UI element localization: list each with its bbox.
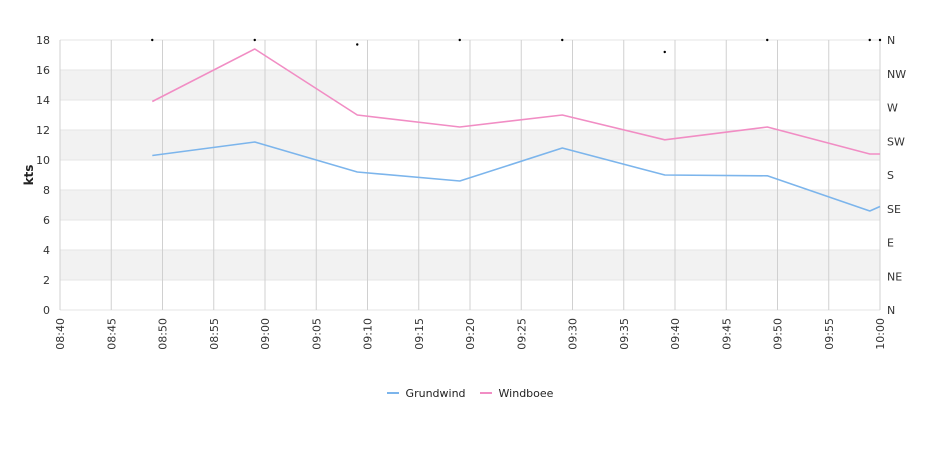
x-tick-label: 09:20 xyxy=(464,318,477,350)
direction-marker xyxy=(878,38,882,42)
x-tick-label: 09:30 xyxy=(567,318,580,350)
right-axis-label: NE xyxy=(887,270,902,283)
direction-marker xyxy=(766,38,769,42)
x-tick-label: 09:10 xyxy=(362,318,375,350)
direction-marker xyxy=(356,43,359,46)
direction-marker xyxy=(868,38,871,42)
x-tick-label: 08:45 xyxy=(105,318,118,350)
x-tick-label: 09:45 xyxy=(720,318,733,350)
y-tick-label: 2 xyxy=(43,274,50,287)
direction-markers xyxy=(151,38,882,54)
series-layer xyxy=(151,48,881,212)
series-line-windboee xyxy=(151,48,880,155)
x-tick-label: 08:55 xyxy=(208,318,221,350)
legend-item[interactable]: Grundwind xyxy=(386,386,466,400)
x-axis-ticks: 08:40 08:45 08:50 08:55 09:00 09:05 09:10 09:15… xyxy=(54,318,887,350)
right-axis-ticks: N NE E SE S SW W NW N xyxy=(887,34,906,317)
direction-marker xyxy=(458,38,461,42)
x-tick-label: 09:40 xyxy=(669,318,682,350)
y-tick-label: 16 xyxy=(36,64,50,77)
right-axis-label: NW xyxy=(887,68,906,81)
legend-label: Windboee xyxy=(498,386,554,400)
x-tick-label: 09:00 xyxy=(259,318,272,350)
y-tick-label: 6 xyxy=(43,214,50,227)
x-tick-label: 09:05 xyxy=(310,318,323,350)
y-tick-label: 10 xyxy=(36,154,50,167)
legend-label: Grundwind xyxy=(405,386,466,400)
x-tick-label: 09:50 xyxy=(772,318,785,350)
right-axis-label: E xyxy=(887,237,894,250)
right-axis-label: SE xyxy=(887,203,901,216)
x-tick-label: 10:00 xyxy=(874,318,887,350)
x-tick-label: 09:15 xyxy=(413,318,426,350)
chart-legend: Grundwind Windboee xyxy=(0,384,940,400)
legend-item[interactable]: Windboee xyxy=(479,386,554,400)
x-tick-label: 09:25 xyxy=(515,318,528,350)
x-tick-label: 08:50 xyxy=(157,318,170,350)
y-tick-label: 4 xyxy=(43,244,50,257)
y-tick-label: 14 xyxy=(36,94,50,107)
right-axis-label: SW xyxy=(887,135,905,148)
y-tick-label: 12 xyxy=(36,124,50,137)
right-axis-label: S xyxy=(887,169,894,182)
legend-swatch xyxy=(479,392,492,394)
x-tick-label: 09:35 xyxy=(618,318,631,350)
direction-marker xyxy=(253,38,256,42)
y-axis-title: kts xyxy=(22,165,36,186)
right-axis-label: W xyxy=(887,102,898,115)
y-tick-label: 8 xyxy=(43,184,50,197)
direction-marker xyxy=(151,38,154,42)
x-tick-label: 08:40 xyxy=(54,318,67,350)
y-axis-ticks: 0 2 4 6 8 10 12 14 16 18 xyxy=(36,34,50,317)
x-tick-label: 09:55 xyxy=(823,318,836,350)
right-axis-label: N xyxy=(887,34,895,47)
y-tick-label: 0 xyxy=(43,304,50,317)
grid-lines xyxy=(59,39,881,311)
series-line-grundwind xyxy=(152,141,881,212)
direction-marker xyxy=(561,38,564,42)
direction-marker xyxy=(663,50,666,54)
right-axis-label: N xyxy=(887,304,895,317)
y-tick-label: 18 xyxy=(36,34,50,47)
legend-swatch xyxy=(386,392,399,394)
